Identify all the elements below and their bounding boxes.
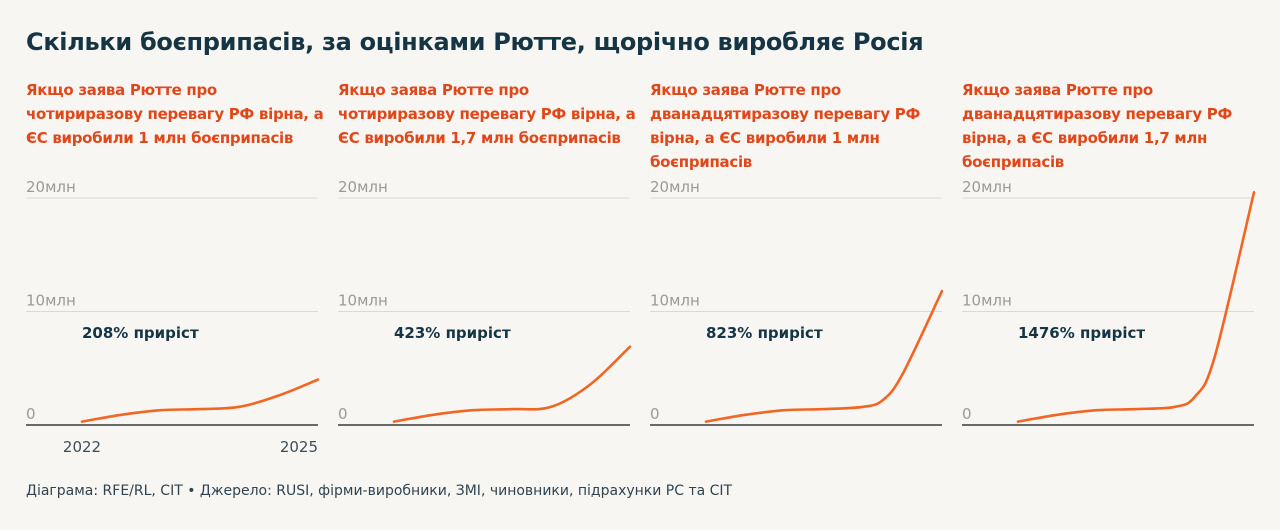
panel-chart: 0 10млн 20млн 2022 2025 208% приріст [26, 178, 320, 456]
y-tick-label: 0 [338, 405, 348, 423]
y-tick-label: 20млн [962, 178, 1012, 196]
y-tick-label: 0 [962, 405, 972, 423]
panel-title: Якщо заява Рютте про чотириразову перева… [26, 81, 324, 147]
y-tick-label: 20млн [338, 178, 388, 196]
small-multiple-panel: Якщо заява Рютте про дванадцятиразову пе… [962, 78, 1256, 468]
series-line [392, 345, 632, 423]
y-tick-label: 10млн [650, 292, 700, 310]
small-multiple-panel: Якщо заява Рютте про дванадцятиразову пе… [650, 78, 944, 468]
source-note: Діаграма: RFE/RL, CIT • Джерело: RUSI, ф… [26, 483, 733, 499]
x-tick-label: 2022 [63, 438, 101, 456]
growth-annotation: 208% приріст [82, 324, 199, 342]
panel-title: Якщо заява Рютте про дванадцятиразову пе… [650, 81, 921, 171]
growth-annotation: 823% приріст [706, 324, 823, 342]
series-line [704, 289, 944, 423]
y-tick-label: 0 [650, 405, 660, 423]
panel-chart: 0 10млн 20млн 1476% приріст [962, 178, 1256, 426]
x-tick-label: 2025 [280, 438, 318, 456]
series-line [80, 378, 320, 423]
panel-chart: 0 10млн 20млн 423% приріст [338, 178, 632, 426]
y-tick-label: 10млн [338, 292, 388, 310]
y-tick-label: 20млн [650, 178, 700, 196]
y-tick-label: 10млн [962, 292, 1012, 310]
panel-title: Якщо заява Рютте про дванадцятиразову пе… [962, 81, 1233, 171]
growth-annotation: 1476% приріст [1018, 324, 1145, 342]
y-tick-label: 10млн [26, 292, 76, 310]
panel-chart: 0 10млн 20млн 823% приріст [650, 178, 944, 426]
panel-title: Якщо заява Рютте про чотириразову перева… [338, 81, 636, 147]
series-line [1016, 191, 1256, 423]
y-tick-label: 20млн [26, 178, 76, 196]
small-multiple-panel: Якщо заява Рютте про чотириразову перева… [338, 78, 636, 468]
chart-title: Скільки боєприпасів, за оцінками Рютте, … [26, 28, 924, 56]
small-multiple-panel: Якщо заява Рютте про чотириразову перева… [26, 78, 324, 468]
y-tick-label: 0 [26, 405, 36, 423]
growth-annotation: 423% приріст [394, 324, 511, 342]
